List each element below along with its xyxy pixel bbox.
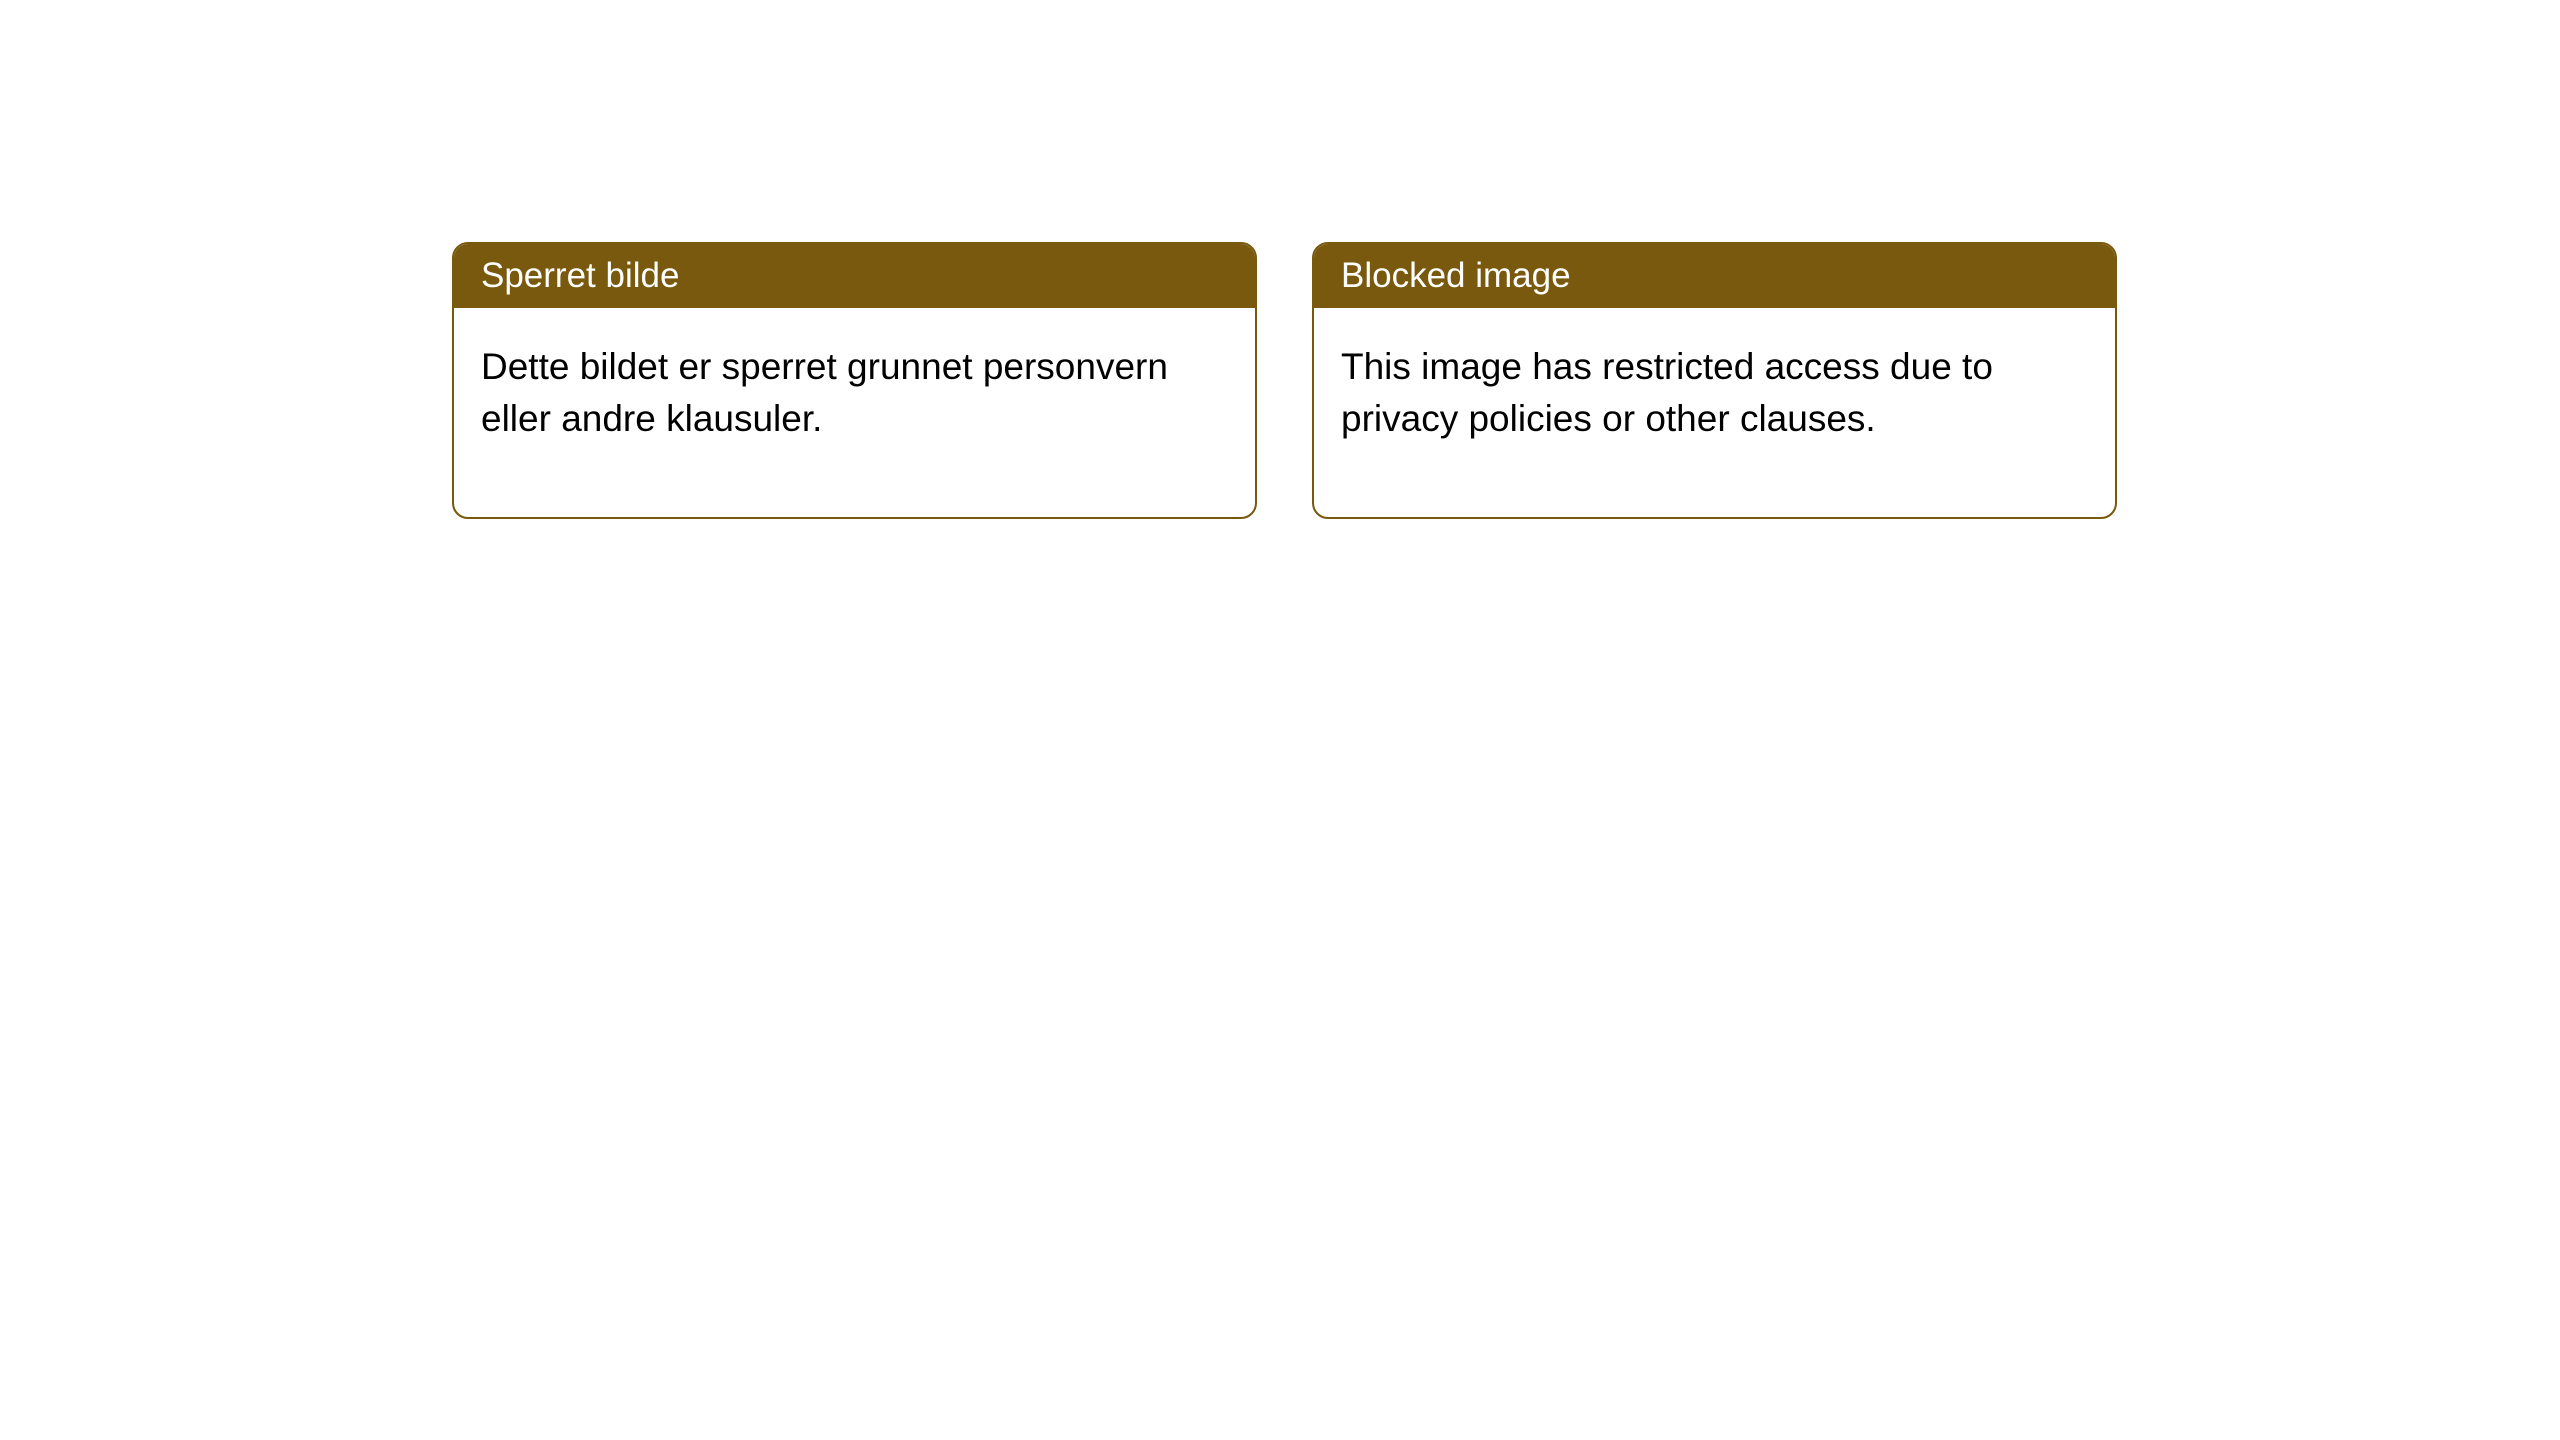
notice-card-norwegian: Sperret bilde Dette bildet er sperret gr… [452, 242, 1257, 519]
notice-header: Sperret bilde [454, 244, 1255, 308]
notice-container: Sperret bilde Dette bildet er sperret gr… [0, 0, 2560, 519]
notice-header: Blocked image [1314, 244, 2115, 308]
notice-body: This image has restricted access due to … [1314, 308, 2115, 517]
notice-body: Dette bildet er sperret grunnet personve… [454, 308, 1255, 517]
notice-card-english: Blocked image This image has restricted … [1312, 242, 2117, 519]
